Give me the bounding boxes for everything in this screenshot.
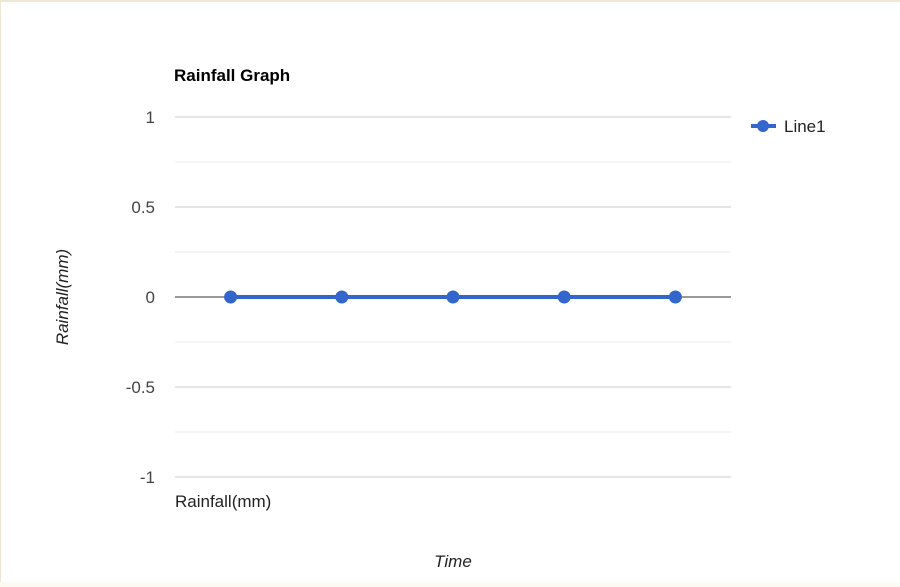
y-axis-label: Rainfall(mm) <box>53 249 72 345</box>
y-tick-label: -1 <box>140 468 155 487</box>
legend[interactable]: Line1 <box>751 117 826 136</box>
y-tick-label: 0.5 <box>131 198 155 217</box>
x-category-labels: Rainfall(mm) <box>175 492 271 511</box>
y-tick-labels: 1 0.5 0 -0.5 -1 <box>126 108 155 487</box>
legend-label-line1: Line1 <box>784 117 826 136</box>
y-tick-label: 0 <box>146 288 155 307</box>
data-point <box>335 290 349 304</box>
data-point <box>668 290 682 304</box>
chart-title: Rainfall Graph <box>174 66 290 85</box>
legend-swatch-marker <box>757 120 769 132</box>
x-axis-label: Time <box>434 552 472 571</box>
y-tick-label: -0.5 <box>126 378 155 397</box>
y-tick-label: 1 <box>146 108 155 127</box>
data-point <box>557 290 571 304</box>
series-group <box>224 290 682 304</box>
data-point <box>224 290 238 304</box>
data-point <box>446 290 460 304</box>
x-category-label: Rainfall(mm) <box>175 492 271 511</box>
